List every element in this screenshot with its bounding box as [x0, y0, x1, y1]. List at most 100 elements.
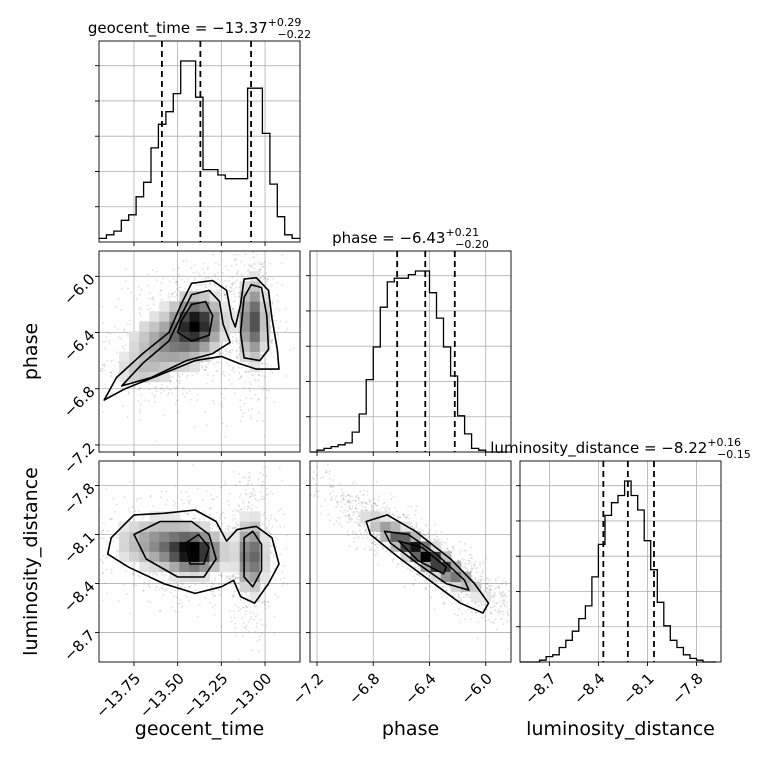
scatter-point-906 [233, 366, 236, 369]
x-axis-label-phase: phase [382, 718, 439, 740]
scatter-point-808 [417, 529, 419, 532]
scatter-point-1465 [117, 371, 120, 374]
density-cell-6-13 [159, 521, 170, 532]
title-phase-main: phase = −6.43 [332, 229, 445, 247]
scatter-point-1314 [495, 602, 498, 605]
scatter-point-590 [228, 354, 231, 357]
density-cell-6-14 [159, 511, 170, 522]
scatter-point-496 [499, 610, 502, 613]
scatter-point-1280 [251, 482, 254, 485]
scatter-point-912 [461, 612, 464, 615]
scatter-point-1368 [137, 400, 140, 402]
scatter-point-442 [253, 263, 256, 266]
density-cell-5-9 [149, 351, 160, 362]
scatter-point-1390 [104, 363, 106, 366]
scatter-point-145 [423, 533, 426, 536]
scatter-point-1056 [424, 534, 427, 537]
scatter-point-406 [378, 534, 381, 537]
scatter-point-1143 [264, 387, 266, 390]
scatter-point-1404 [268, 584, 270, 587]
density-cell-3-13 [129, 521, 140, 532]
scatter-point-961 [85, 475, 87, 477]
scatter-point-1393 [169, 376, 172, 378]
scatter-point-1041 [249, 611, 252, 614]
density-cell-15-9 [249, 561, 261, 572]
scatter-point-53 [160, 282, 163, 284]
scatter-point-270 [237, 291, 240, 294]
scatter-point-163 [499, 593, 502, 596]
scatter-point-283 [502, 623, 505, 626]
scatter-point-584 [180, 518, 183, 521]
scatter-point-582 [201, 581, 204, 584]
scatter-point-806 [319, 477, 322, 480]
scatter-point-1080 [262, 274, 264, 277]
scatter-point-1140 [503, 593, 506, 595]
scatter-point-326 [172, 268, 175, 271]
scatter-point-1075 [385, 508, 388, 511]
scatter-point-987 [261, 263, 263, 265]
density-cell-9-13 [400, 521, 411, 532]
scatter-point-717 [112, 497, 115, 500]
scatter-point-1158 [264, 376, 267, 378]
contour-0 [106, 509, 280, 605]
scatter-point-1120 [261, 487, 264, 489]
scatter-point-831 [392, 558, 394, 561]
scatter-point-648 [118, 298, 120, 300]
density-cell-16-12 [259, 321, 271, 332]
xtick-label-geocent_time-3: −13.00 [223, 670, 275, 722]
scatter-point-861 [497, 585, 500, 588]
scatter-point-20 [135, 584, 138, 587]
scatter-point-970 [122, 584, 125, 586]
scatter-point-1196 [286, 583, 289, 585]
title-luminosity_distance: luminosity_distance = −8.22+0.16 −0.15 [490, 436, 750, 461]
scatter-point-530 [158, 589, 161, 591]
scatter-point-701 [150, 297, 153, 300]
scatter-point-852 [178, 382, 181, 385]
scatter-point-1435 [448, 549, 450, 552]
scatter-point-493 [481, 571, 484, 573]
scatter-point-1000 [329, 519, 331, 522]
scatter-point-1375 [213, 595, 215, 597]
scatter-point-437 [170, 392, 173, 395]
scatter-point-1105 [242, 412, 245, 414]
scatter-point-724 [199, 275, 201, 277]
scatter-point-41 [236, 279, 239, 281]
scatter-point-823 [138, 293, 141, 296]
scatter-point-985 [250, 249, 252, 251]
density-cell-15-6 [249, 591, 261, 603]
scatter-point-717 [171, 293, 174, 295]
scatter-point-328 [374, 543, 376, 546]
scatter-point-995 [262, 277, 265, 280]
scatter-point-141 [446, 547, 449, 550]
scatter-point-880 [211, 586, 213, 589]
scatter-point-229 [226, 576, 228, 579]
scatter-point-876 [371, 506, 374, 509]
scatter-point-642 [351, 500, 354, 502]
scatter-point-1498 [110, 371, 112, 374]
scatter-point-196 [352, 480, 355, 483]
scatter-point-832 [123, 496, 126, 498]
scatter-point-194 [494, 618, 497, 621]
scatter-point-776 [425, 523, 427, 526]
scatter-point-87 [238, 588, 241, 591]
scatter-point-1454 [155, 390, 158, 392]
scatter-point-1211 [249, 417, 252, 420]
scatter-point-371 [180, 286, 182, 289]
density-cell-15-8 [460, 571, 472, 583]
scatter-point-504 [147, 583, 150, 586]
scatter-point-207 [206, 276, 209, 279]
scatter-point-625 [355, 482, 357, 485]
scatter-point-932 [251, 256, 254, 259]
scatter-point-540 [159, 289, 162, 292]
scatter-point-1153 [286, 495, 288, 497]
scatter-point-240 [376, 481, 378, 483]
scatter-point-866 [202, 510, 205, 513]
scatter-point-1464 [102, 367, 104, 370]
scatter-point-919 [271, 525, 274, 528]
scatter-point-244 [525, 634, 527, 636]
scatter-point-1336 [255, 217, 257, 219]
scatter-point-611 [414, 562, 416, 565]
scatter-point-407 [413, 575, 415, 578]
scatter-point-1435 [113, 365, 116, 367]
scatter-point-769 [229, 351, 232, 354]
